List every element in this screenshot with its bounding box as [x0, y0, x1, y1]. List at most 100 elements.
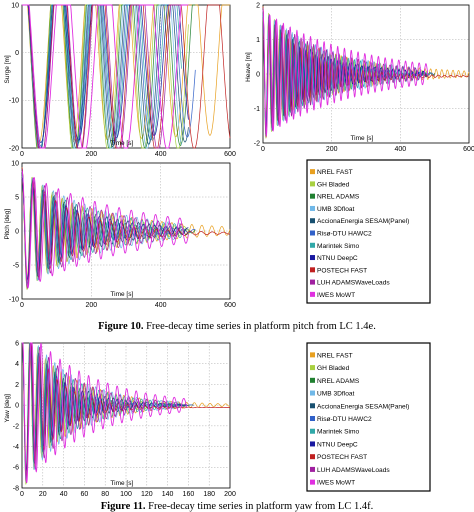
x-tick-label: 80 — [101, 491, 109, 498]
legend-swatch — [310, 403, 315, 409]
series-line-9 — [22, 342, 230, 483]
legend-swatch — [310, 181, 315, 187]
y-tick-label: 5 — [15, 194, 19, 201]
y-tick-label: 10 — [11, 160, 19, 167]
y-tick-label: 6 — [15, 340, 19, 347]
series-line-11 — [21, 342, 188, 483]
series-line-5 — [21, 342, 187, 478]
legend-label: NREL ADAMS — [317, 194, 360, 201]
legend-label: POSTECH FAST — [317, 267, 367, 274]
y-tick-label: -2 — [254, 140, 260, 147]
y-tick-label: 0 — [15, 403, 19, 410]
chart-2: 0 200 400 600 -2 -1 0 1 2 Time [s] Heave [m] — [245, 2, 474, 153]
y-tick-label: -2 — [13, 423, 19, 430]
series-line-8 — [21, 4, 189, 143]
chart-1: 0 200 400 600 -20 -10 0 10 Time [s] Surge [m] — [4, 2, 236, 158]
x-tick-label: 140 — [162, 491, 174, 498]
legend-swatch — [310, 365, 315, 371]
legend-label: Risø-DTU HAWC2 — [317, 231, 372, 238]
legend-swatch — [310, 479, 315, 485]
x-tick-label: 600 — [224, 151, 236, 158]
chart-4: 0 20 40 60 80 100 120 140 160 180 200 -8 -6 -4 -2 0 2 4 6 T… — [4, 340, 236, 498]
legend-swatch — [310, 441, 315, 447]
x-tick-label: 600 — [224, 302, 236, 309]
y-tick-label: 10 — [11, 2, 19, 9]
legend-label: IWES MoWT — [317, 480, 355, 487]
figure-10-label: Figure 10. — [98, 321, 144, 332]
x-tick-label: 600 — [463, 146, 474, 153]
legend-label: NREL FAST — [317, 352, 353, 359]
y-axis-label: Heave [m] — [245, 52, 252, 82]
x-tick-label: 0 — [261, 146, 265, 153]
legend-label: IWES MoWT — [317, 292, 355, 299]
chart-3: 0 200 400 600 -10 -5 0 5 10 Time [s] Pitch [deg] — [4, 160, 236, 309]
y-axis-label: Surge [m] — [4, 55, 11, 83]
legend-swatch — [310, 416, 315, 421]
y-tick-label: 0 — [15, 50, 19, 57]
series-line-4 — [21, 4, 182, 149]
legend-1: NREL FAST GH Bladed NREL ADAMS UMB 3Dfloat A… — [306, 159, 431, 304]
legend-swatch — [310, 377, 315, 383]
y-tick-label: 4 — [15, 361, 19, 368]
legend-label: NTNU DeepC — [317, 255, 358, 262]
legend-label: LUH ADAMSWaveLoads — [317, 467, 390, 474]
legend-label: Risø-DTU HAWC2 — [317, 416, 372, 423]
x-tick-label: 200 — [224, 491, 236, 498]
y-tick-label: 1 — [256, 37, 260, 44]
y-tick-label: -4 — [13, 444, 19, 451]
series-line-11 — [262, 9, 429, 136]
legend-swatch — [310, 466, 315, 472]
legend-label: NREL ADAMS — [317, 378, 360, 385]
legend-label: GH Bladed — [317, 365, 350, 372]
legend-label: POSTECH FAST — [317, 454, 367, 461]
x-tick-label: 400 — [155, 302, 167, 309]
figure-11-text: Free-decay time series in platform yaw f… — [148, 501, 374, 512]
legend-label: AccionaEnergia SESAM(Panel) — [317, 403, 409, 410]
y-tick-label: -5 — [13, 262, 19, 269]
x-axis-label: Time [s] — [110, 140, 133, 147]
legend-swatch — [310, 218, 315, 224]
figure-10-caption: Figure 10. Free-decay time series in pla… — [0, 321, 474, 332]
x-tick-label: 200 — [326, 146, 338, 153]
legend-label: Marintek Simo — [317, 243, 359, 250]
x-tick-label: 120 — [141, 491, 153, 498]
series-line-10 — [21, 168, 182, 289]
legend-swatch — [310, 230, 315, 236]
legend-label: AccionaEnergia SESAM(Panel) — [317, 218, 409, 225]
x-tick-label: 0 — [20, 491, 24, 498]
legend-swatch — [310, 352, 315, 358]
y-tick-label: -1 — [254, 106, 260, 113]
legend-label: LUH ADAMSWaveLoads — [317, 280, 390, 287]
legend-swatch — [310, 454, 315, 460]
x-tick-label: 60 — [81, 491, 89, 498]
legend-swatch — [310, 255, 315, 261]
legend-label: NREL FAST — [317, 169, 353, 176]
legend-swatch — [310, 390, 315, 396]
series-line-7 — [21, 175, 182, 283]
figure-11-caption: Figure 11. Free-decay time series in pla… — [0, 501, 474, 512]
legend-label: UMB 3Dfloat — [317, 206, 355, 213]
legend-box — [306, 159, 431, 304]
legend-swatch — [310, 242, 315, 248]
x-tick-label: 400 — [155, 151, 167, 158]
legend-label: UMB 3Dfloat — [317, 391, 355, 398]
figure-10-text: Free-decay time series in platform pitch… — [146, 321, 376, 332]
series-line-10 — [21, 342, 181, 483]
figure-11-label: Figure 11. — [100, 501, 146, 512]
legend-box — [306, 342, 431, 492]
x-tick-label: 0 — [20, 302, 24, 309]
x-tick-label: 20 — [39, 491, 47, 498]
y-tick-label: -6 — [13, 465, 19, 472]
y-tick-label: 2 — [256, 2, 260, 9]
x-tick-label: 160 — [183, 491, 195, 498]
legend-swatch — [310, 291, 315, 297]
x-tick-label: 400 — [394, 146, 406, 153]
x-tick-label: 40 — [60, 491, 68, 498]
y-tick-label: -20 — [9, 145, 19, 152]
x-tick-label: 180 — [203, 491, 215, 498]
x-tick-label: 200 — [85, 302, 97, 309]
series-line-11 — [21, 4, 189, 149]
legend-2: NREL FAST GH Bladed NREL ADAMS UMB 3Dfloat A… — [306, 342, 431, 492]
x-tick-label: 200 — [85, 151, 97, 158]
legend-label: Marintek Simo — [317, 429, 359, 436]
